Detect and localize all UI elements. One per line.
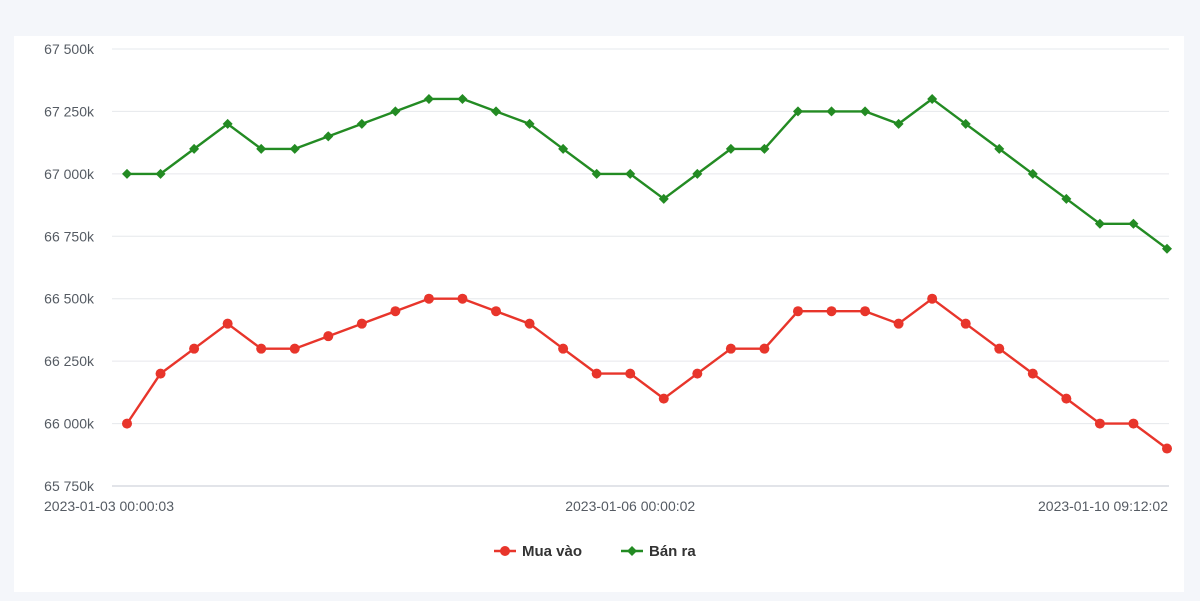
data-point [356,118,367,129]
y-tick-label: 67 250k [44,103,95,119]
data-point [423,293,434,304]
data-point [625,368,636,379]
data-point [960,318,971,329]
data-point [457,293,468,304]
data-point [826,306,837,317]
y-tick-label: 67 000k [44,166,95,182]
data-point [356,318,367,329]
x-axis-ticks: 2023-01-03 00:00:03 2023-01-06 00:00:02 20… [44,498,1168,514]
data-point [927,93,938,104]
data-point [1128,218,1139,229]
data-point [491,106,502,117]
data-point [1061,193,1072,204]
data-point [222,318,233,329]
data-point [591,368,602,379]
data-point [390,306,401,317]
data-point [1128,418,1139,429]
legend-item-0: Mua vào [494,543,582,560]
legend-marker [500,546,510,556]
data-point [994,343,1005,354]
data-point [222,118,233,129]
legend-label: Mua vào [522,543,582,560]
data-point [1061,393,1072,404]
data-point [1094,218,1105,229]
y-axis-ticks: 65 750k 66 000k 66 250k 66 500k 66 750k 67 00… [44,41,95,494]
data-point [759,343,770,354]
data-point [558,343,569,354]
data-point [927,293,938,304]
y-tick-label: 65 750k [44,478,95,494]
series-line-0 [125,297,1169,450]
data-point [1027,368,1038,379]
data-point [792,106,803,117]
data-point [289,143,300,154]
data-point [725,143,736,154]
data-point [491,306,502,317]
legend-label: Bán ra [649,543,696,560]
data-point [1027,168,1038,179]
series-layer [122,93,1172,454]
data-point [1162,243,1172,254]
y-tick-label: 66 750k [44,228,95,244]
data-point [390,106,401,117]
data-point [1094,418,1105,429]
legend-item-1: Bán ra [621,543,696,560]
data-point [457,93,468,104]
y-tick-label: 66 000k [44,416,95,432]
data-point [759,143,770,154]
data-point [155,368,166,379]
data-point [625,168,636,179]
x-tick-label: 2023-01-10 09:12:02 [1038,498,1168,514]
x-tick-label: 2023-01-03 00:00:03 [44,498,174,514]
y-tick-label: 66 250k [44,353,95,369]
data-point [826,106,837,117]
data-point [289,343,300,354]
data-point [256,343,267,354]
grid-lines [112,48,1169,487]
data-point [994,143,1005,154]
x-tick-label: 2023-01-06 00:00:02 [565,498,695,514]
y-tick-label: 66 500k [44,291,95,307]
data-point [524,318,535,329]
data-point [524,118,535,129]
series-line-1 [125,97,1169,251]
data-point [960,118,971,129]
data-point [558,143,569,154]
data-point [692,368,703,379]
data-point [323,331,334,342]
chart-card: 65 750k 66 000k 66 250k 66 500k 66 750k 67 00… [14,36,1184,592]
data-point [591,168,602,179]
data-point [155,168,166,179]
data-point [122,418,132,429]
data-point [792,306,803,317]
legend: Mua vào Bán ra [494,543,696,560]
data-point [256,143,267,154]
data-point [423,93,434,104]
data-point [189,343,200,354]
data-point [893,318,904,329]
data-point [122,168,132,179]
legend-marker [627,546,637,556]
y-tick-label: 67 500k [44,41,95,57]
data-point [1162,443,1172,454]
data-point [189,143,200,154]
data-point [725,343,736,354]
data-point [323,131,334,142]
data-point [658,393,669,404]
data-point [860,106,871,117]
data-point [860,306,871,317]
data-point [692,168,703,179]
line-chart: 65 750k 66 000k 66 250k 66 500k 66 750k 67 00… [44,41,1172,560]
data-point [658,193,669,204]
data-point [893,118,904,129]
